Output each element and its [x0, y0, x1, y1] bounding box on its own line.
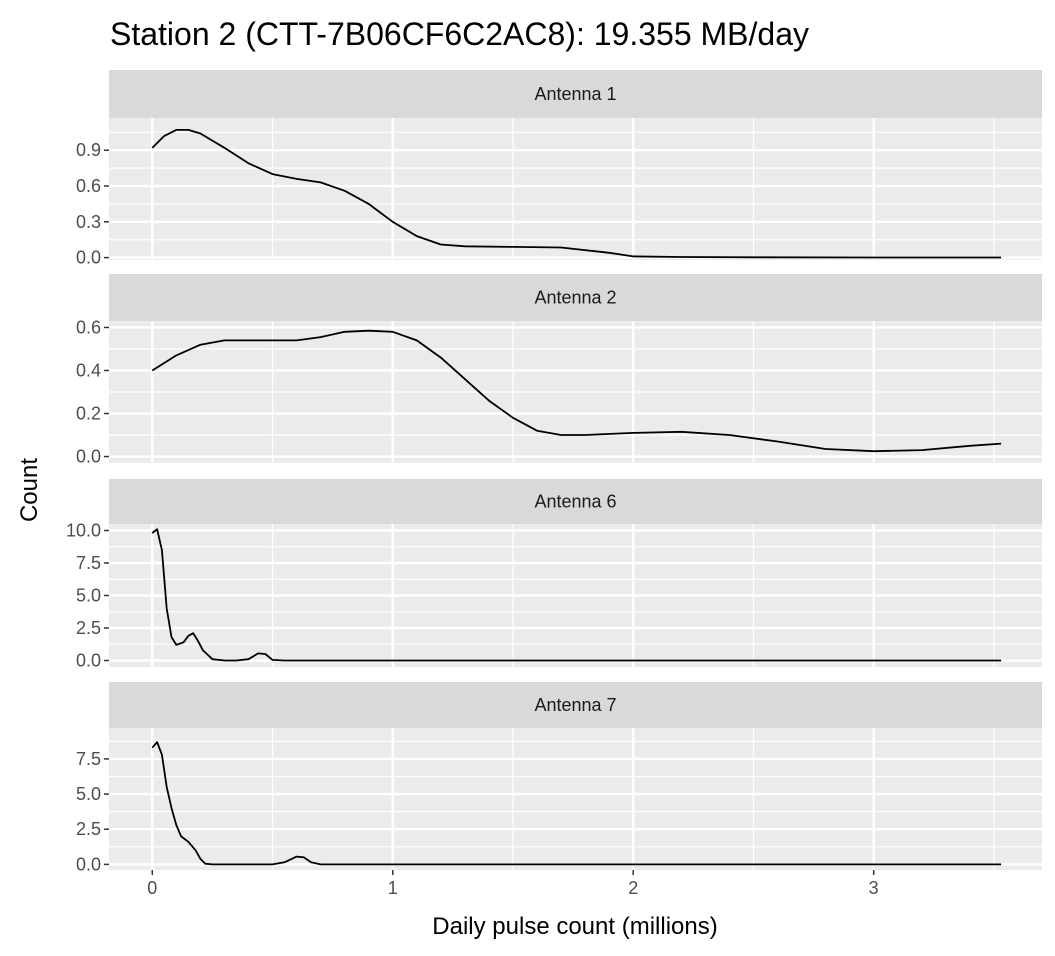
panel-background	[109, 728, 1042, 870]
chart-title: Station 2 (CTT-7B06CF6C2AC8): 19.355 MB/…	[110, 16, 809, 52]
y-tick-label: 0.0	[76, 248, 101, 268]
density-line-antenna-1	[151, 129, 1002, 259]
panel-strip-label: Antenna 1	[534, 84, 616, 104]
panel-strip-label: Antenna 2	[534, 288, 616, 308]
y-tick-label: 0.3	[76, 212, 101, 232]
density-line-antenna-6	[151, 528, 1002, 662]
y-tick-label: 0.6	[76, 317, 101, 337]
y-tick-label: 7.5	[76, 749, 101, 769]
panel-background	[109, 118, 1042, 260]
y-tick-label: 5.0	[76, 586, 101, 606]
y-tick-label: 0.4	[76, 360, 101, 380]
y-tick-label: 0.0	[76, 854, 101, 874]
y-tick-label: 2.5	[76, 618, 101, 638]
x-axis-title: Daily pulse count (millions)	[432, 913, 718, 940]
panel-strip	[109, 479, 1042, 524]
y-tick-label: 7.5	[76, 553, 101, 573]
x-tick-label: 1	[388, 878, 398, 898]
density-line-antenna-2	[151, 329, 1002, 453]
y-tick-label: 0.2	[76, 404, 101, 424]
y-tick-label: 0.6	[76, 176, 101, 196]
y-tick-label: 2.5	[76, 819, 101, 839]
panel-strip-label: Antenna 6	[534, 492, 616, 512]
panel-strip-label: Antenna 7	[534, 695, 616, 715]
panel-strip	[109, 70, 1042, 118]
panel-strip	[109, 274, 1042, 321]
y-tick-label: 0.9	[76, 140, 101, 160]
x-tick-label: 0	[147, 878, 157, 898]
y-tick-label: 5.0	[76, 784, 101, 804]
x-tick-label: 3	[869, 878, 879, 898]
density-line-antenna-7	[151, 741, 1002, 866]
x-tick-label: 2	[628, 878, 638, 898]
y-tick-label: 0.0	[76, 651, 101, 671]
panel-strip	[109, 682, 1042, 728]
y-tick-label: 10.0	[66, 521, 101, 541]
y-tick-label: 0.0	[76, 447, 101, 467]
